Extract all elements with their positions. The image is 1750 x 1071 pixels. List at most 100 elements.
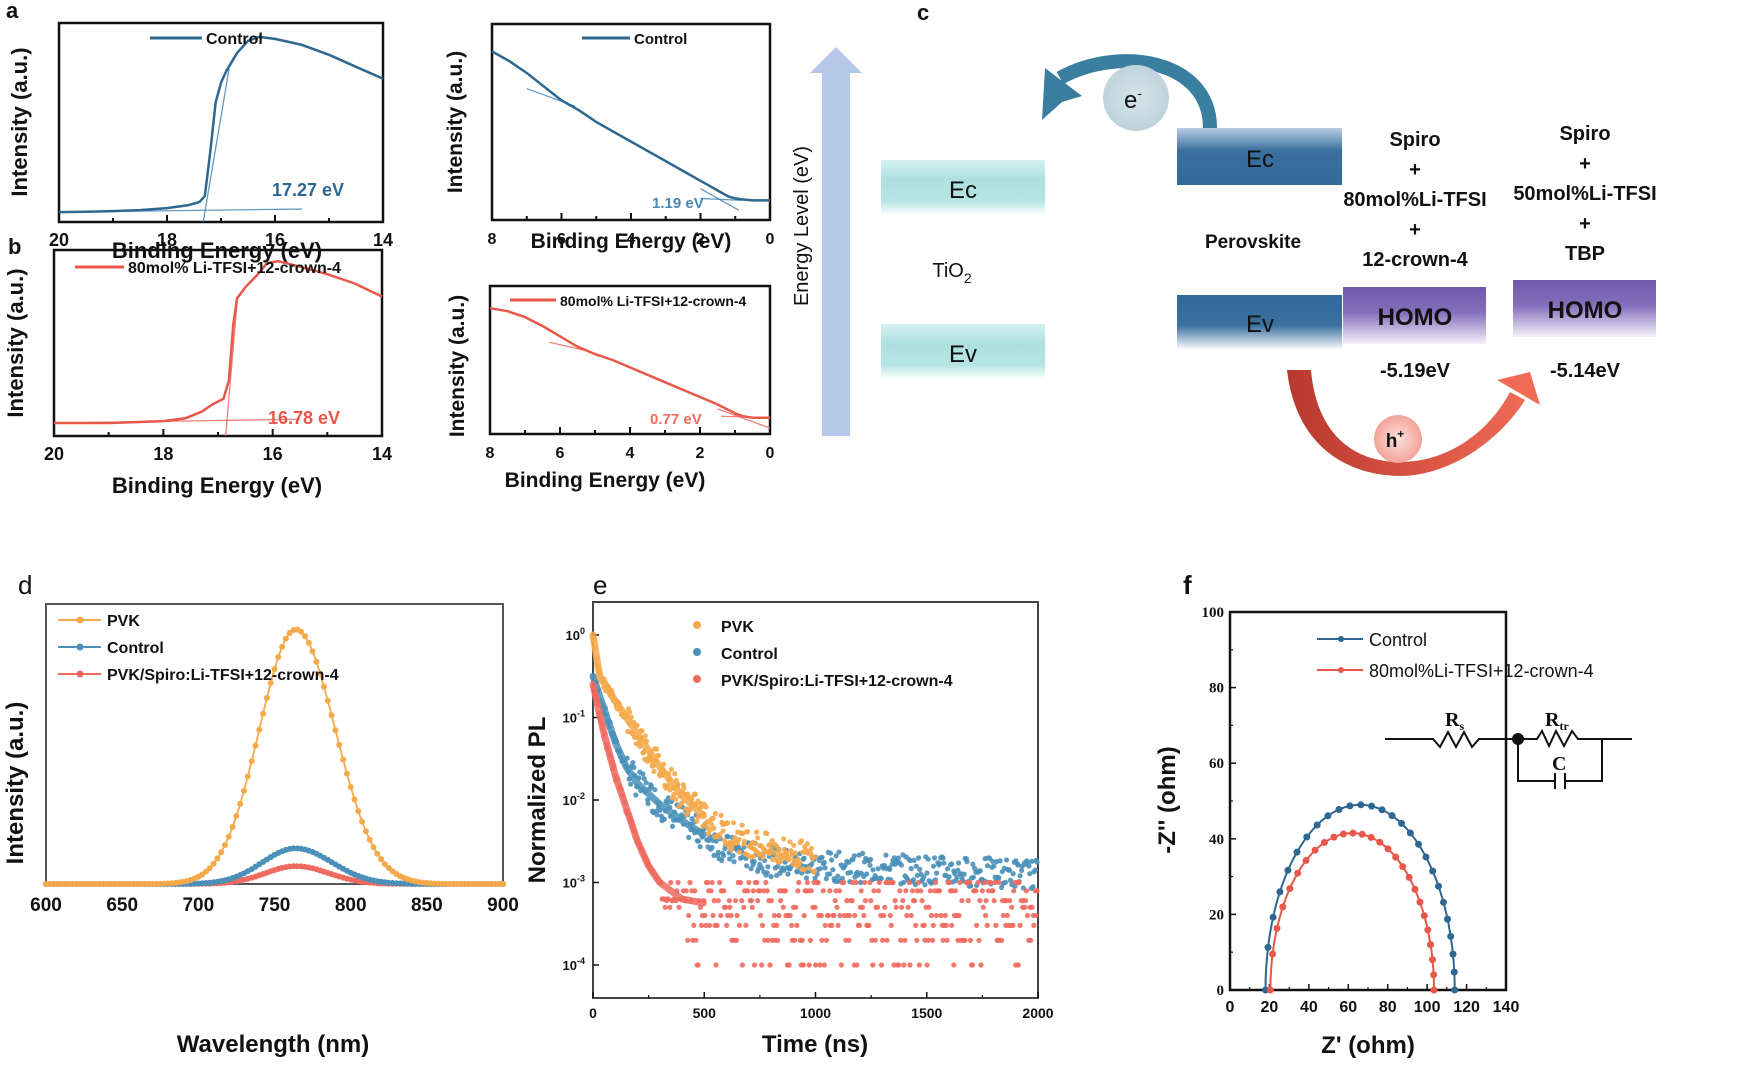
x-tick-label: 6 (556, 445, 565, 462)
x-tick-label: 0 (766, 445, 775, 462)
x-axis-label: Binding Energy (eV) (505, 469, 706, 492)
data-point (1019, 867, 1025, 874)
legend-label-pvk: PVK (721, 619, 754, 636)
chart-e: 0 500 1000 1500 2000 100 10-1 10-2 10-3 10-4 PVK … (524, 601, 1054, 1058)
series-band (589, 681, 707, 907)
x-tick-label: 800 (335, 895, 367, 916)
x-tick-label: 6 (557, 231, 566, 248)
data-point (942, 912, 949, 919)
data-point (1033, 912, 1039, 919)
hole-label: h+ (1386, 427, 1405, 452)
perovskite-ev-band (1177, 295, 1342, 350)
data-point (736, 922, 743, 929)
data-point (827, 888, 833, 894)
data-point (718, 912, 724, 919)
data-point (1034, 888, 1040, 894)
data-point (1339, 830, 1347, 838)
data-point (298, 628, 305, 635)
data-point (916, 855, 922, 861)
data-point (714, 922, 720, 929)
data-point (640, 771, 646, 777)
data-point (755, 835, 761, 841)
data-point (917, 866, 923, 873)
data-point (1449, 950, 1457, 958)
data-point (819, 854, 825, 861)
data-point (1430, 971, 1438, 979)
data-point (627, 709, 633, 715)
fit-line (700, 188, 740, 211)
data-point (1273, 924, 1281, 932)
data-point (957, 879, 963, 886)
data-point (949, 922, 955, 929)
legend-marker-li (76, 670, 84, 678)
data-point (695, 962, 701, 968)
data-point (985, 888, 992, 894)
x-tick-label: 14 (372, 444, 392, 464)
data-point (929, 937, 936, 943)
data-point (924, 870, 930, 876)
x-tick-label: 0 (766, 231, 775, 248)
data-point (768, 898, 775, 904)
legend: PVK Control PVK/Spiro:Li-TFSI+12-crown-4 (58, 613, 339, 684)
data-point (1349, 829, 1357, 837)
data-point (909, 888, 916, 894)
y-axis-label: Intensity (a.u.) (3, 268, 28, 417)
data-point (248, 758, 255, 765)
x-tick-label: 80 (1379, 999, 1397, 1016)
data-point (730, 820, 737, 826)
data-point (1415, 840, 1422, 848)
data-point (804, 879, 811, 886)
data-point (846, 937, 852, 943)
tio2-ev-band (881, 324, 1045, 379)
data-point (730, 853, 736, 859)
x-tick-label: 900 (487, 895, 519, 916)
legend-marker-pvk (76, 616, 84, 624)
data-point (771, 912, 778, 919)
equivalent-circuit (1385, 728, 1632, 789)
data-point (668, 766, 675, 772)
data-point (841, 879, 847, 886)
data-point (739, 822, 745, 828)
data-point (908, 912, 914, 919)
perovskite-ec-band (1177, 128, 1342, 185)
data-point (811, 868, 818, 875)
y-tick-label: 10-1 (563, 709, 585, 726)
data-point (1429, 956, 1436, 964)
annotation-cutoff: 16.78 eV (268, 408, 340, 428)
y-axis-label: Intensity (a.u.) (7, 47, 32, 196)
data-point (669, 823, 676, 830)
data-point (687, 879, 693, 886)
data-point (1029, 858, 1035, 864)
x-tick-label: 16 (263, 444, 283, 464)
data-point (925, 937, 932, 943)
data-point (694, 818, 700, 824)
fit-line (202, 68, 230, 223)
data-point (672, 771, 678, 777)
data-point (871, 888, 877, 894)
data-point (302, 633, 308, 640)
data-point (1023, 888, 1029, 894)
data-point (681, 785, 687, 792)
data-point (692, 888, 698, 894)
data-point (305, 639, 312, 646)
data-point (654, 812, 660, 818)
data-point (1440, 898, 1447, 906)
data-point (878, 962, 885, 968)
data-point (664, 800, 671, 806)
data-point (1357, 801, 1365, 809)
data-point (630, 760, 636, 766)
data-point (1262, 986, 1269, 994)
legend-label-control: Control (107, 640, 164, 657)
data-point (907, 857, 913, 864)
data-point (833, 888, 839, 894)
y-tick-label: 60 (1209, 756, 1224, 772)
data-point (936, 888, 943, 894)
data-point (812, 875, 818, 881)
circuit-wire (1385, 728, 1632, 750)
data-point (775, 863, 781, 869)
data-point (983, 898, 989, 904)
data-point (728, 847, 735, 853)
data-point (340, 756, 347, 763)
panel-label-f: f (1183, 570, 1192, 600)
data-point (695, 838, 701, 844)
